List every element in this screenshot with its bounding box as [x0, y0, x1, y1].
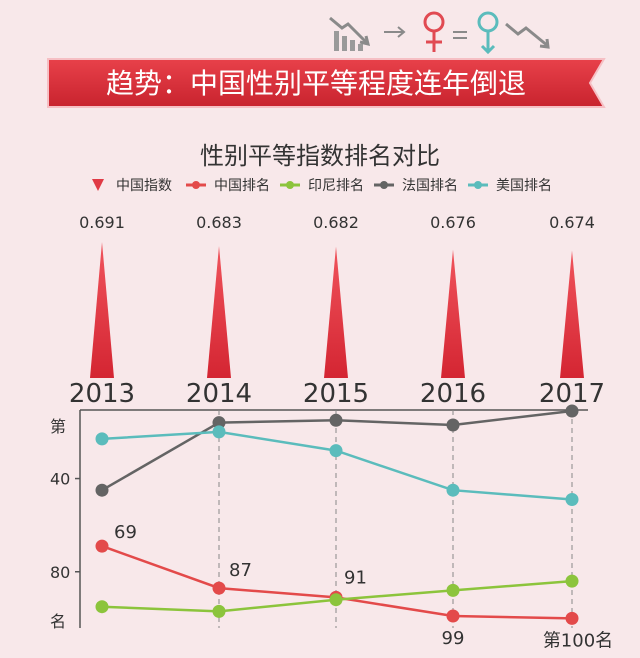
index-value-label: 0.683 — [196, 213, 242, 232]
index-spike — [324, 246, 348, 378]
legend-label: 中国指数 — [116, 178, 172, 194]
year-label: 2017 — [539, 379, 605, 409]
year-label: 2013 — [69, 379, 135, 409]
series-point — [446, 483, 460, 497]
legend-label: 美国排名 — [496, 178, 552, 194]
y-axis-top-label: 第 — [50, 417, 66, 436]
legend-swatch-dot — [380, 181, 388, 189]
banner-title: 趋势：中国性别平等程度连年倒退 — [106, 67, 526, 100]
series-point — [95, 600, 109, 614]
series-line — [101, 544, 573, 620]
series-point — [95, 483, 109, 497]
series-point — [446, 609, 460, 623]
series-point — [329, 593, 343, 607]
index-value-label: 0.676 — [430, 213, 476, 232]
series-point — [329, 413, 343, 427]
header-icons — [329, 11, 550, 55]
legend-label: 中国排名 — [214, 178, 270, 194]
legend-swatch-dot — [474, 181, 482, 189]
series-point — [329, 444, 343, 458]
female-down-icon — [477, 11, 499, 55]
legend-swatch-dot — [192, 181, 200, 189]
china-rank-label: 69 — [114, 522, 137, 543]
series-point — [212, 425, 226, 439]
series-point — [565, 574, 579, 588]
trend-down-arrow-icon — [505, 22, 550, 49]
legend-swatch-china-index — [92, 179, 104, 191]
y-axis-bottom-label: 名 — [50, 612, 66, 631]
series-point — [565, 611, 579, 625]
legend-label: 法国排名 — [402, 178, 458, 194]
china-rank-label: 87 — [229, 560, 252, 581]
chart-title: 性别平等指数排名对比 — [200, 142, 440, 170]
china-rank-label: 99 — [442, 628, 465, 649]
series-point — [212, 581, 226, 595]
y-tick-label: 80 — [50, 563, 70, 582]
index-spikes: 0.691 0.683 0.682 0.676 0.674 — [79, 213, 595, 378]
year-label: 2015 — [303, 379, 369, 409]
index-spike — [560, 250, 584, 378]
index-spike — [90, 242, 114, 378]
series-line — [101, 430, 573, 501]
china-rank-label: 第100名 — [543, 630, 613, 651]
index-spike — [441, 249, 465, 378]
legend: 中国指数 中国排名 印尼排名 法国排名 美国排名 — [92, 178, 552, 194]
right-arrow-icon — [384, 26, 406, 38]
index-spike — [207, 246, 231, 378]
china-rank-label: 91 — [344, 567, 367, 588]
china-rank-labels: 69 87 91 99 第100名 — [114, 522, 613, 651]
y-tick-label: 40 — [50, 470, 70, 489]
equals-icon — [453, 31, 467, 39]
title-banner: 趋势：中国性别平等程度连年倒退 — [47, 58, 606, 108]
series-point — [95, 432, 109, 446]
index-value-label: 0.674 — [549, 213, 595, 232]
index-value-label: 0.691 — [79, 213, 125, 232]
series-point — [95, 539, 109, 553]
legend-swatch-dot — [286, 181, 294, 189]
year-label: 2014 — [186, 379, 252, 409]
rank-series — [95, 404, 579, 625]
series-point — [565, 404, 579, 418]
year-label: 2016 — [420, 379, 486, 409]
legend-label: 印尼排名 — [308, 178, 364, 194]
series-point — [212, 416, 226, 430]
female-symbol-icon — [423, 11, 445, 52]
axes: 2013 2014 2015 2016 2017 第名 40 80 — [50, 379, 605, 631]
series-point — [565, 493, 579, 506]
declining-bar-icon — [329, 16, 371, 51]
index-value-label: 0.682 — [313, 213, 359, 232]
series-point — [446, 583, 460, 597]
series-point — [212, 604, 226, 618]
series-point — [446, 418, 460, 432]
